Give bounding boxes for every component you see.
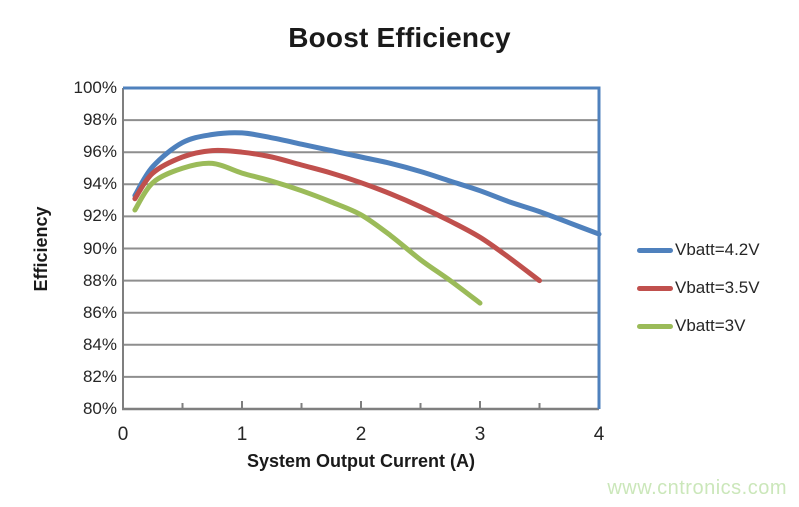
legend-line-swatch	[637, 247, 673, 253]
y-tick-label: 84%	[82, 334, 117, 354]
x-axis-title: System Output Current (A)	[246, 451, 475, 471]
series-line-vbatt-3-5v	[132, 147, 542, 284]
y-tick-label: 96%	[82, 142, 117, 162]
legend-entry: Vbatt=3V	[637, 307, 760, 345]
x-tick-label: 0	[117, 424, 129, 445]
y-tick-label: 92%	[82, 206, 117, 226]
y-tick-label: 82%	[82, 366, 117, 386]
series-line-vbatt-4-2v	[132, 130, 602, 237]
y-tick-label: 98%	[82, 110, 117, 130]
legend: Vbatt=4.2V Vbatt=3.5V Vbatt=3V	[637, 231, 760, 345]
series-line-vbatt-3v	[132, 160, 483, 306]
legend-label: Vbatt=3.5V	[675, 278, 760, 297]
y-tick-label: 90%	[82, 238, 117, 258]
legend-label: Vbatt=3V	[675, 316, 746, 335]
chart-title: Boost Efficiency	[288, 22, 511, 53]
legend-line-swatch	[637, 323, 673, 329]
x-tick-label: 3	[474, 424, 486, 445]
y-tick-label: 100%	[73, 78, 117, 97]
legend-label: Vbatt=4.2V	[675, 240, 760, 259]
x-tick-label: 4	[593, 424, 605, 445]
plot-border	[123, 86, 601, 409]
legend-line-swatch	[637, 285, 673, 291]
legend-entry: Vbatt=4.2V	[637, 231, 760, 269]
y-tick-label: 86%	[82, 302, 117, 322]
y-tick-label: 94%	[82, 174, 117, 194]
watermark: www.cntronics.com	[607, 477, 787, 499]
x-tick-label: 1	[236, 424, 248, 445]
y-tick-label: 80%	[82, 399, 117, 418]
legend-entry: Vbatt=3.5V	[637, 269, 760, 307]
y-tick-label: 88%	[82, 270, 117, 290]
x-tick-label: 2	[355, 424, 367, 445]
